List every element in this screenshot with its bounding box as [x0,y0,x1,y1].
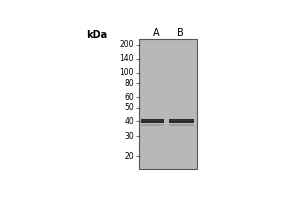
Text: A: A [153,28,159,38]
Bar [141,120,164,121]
Text: kDa: kDa [86,30,107,40]
Bar [169,120,194,121]
Text: 40: 40 [124,117,134,126]
Bar [141,124,164,126]
Text: 80: 80 [124,79,134,88]
Text: B: B [177,28,184,38]
Text: 200: 200 [119,40,134,49]
Bar [139,39,197,169]
Bar [141,119,164,123]
Text: 140: 140 [119,54,134,63]
Text: 50: 50 [124,103,134,112]
Text: 20: 20 [124,152,134,161]
Bar [169,119,194,123]
Text: 60: 60 [124,93,134,102]
Bar [169,124,194,126]
Text: 100: 100 [119,68,134,77]
Text: 30: 30 [124,132,134,141]
